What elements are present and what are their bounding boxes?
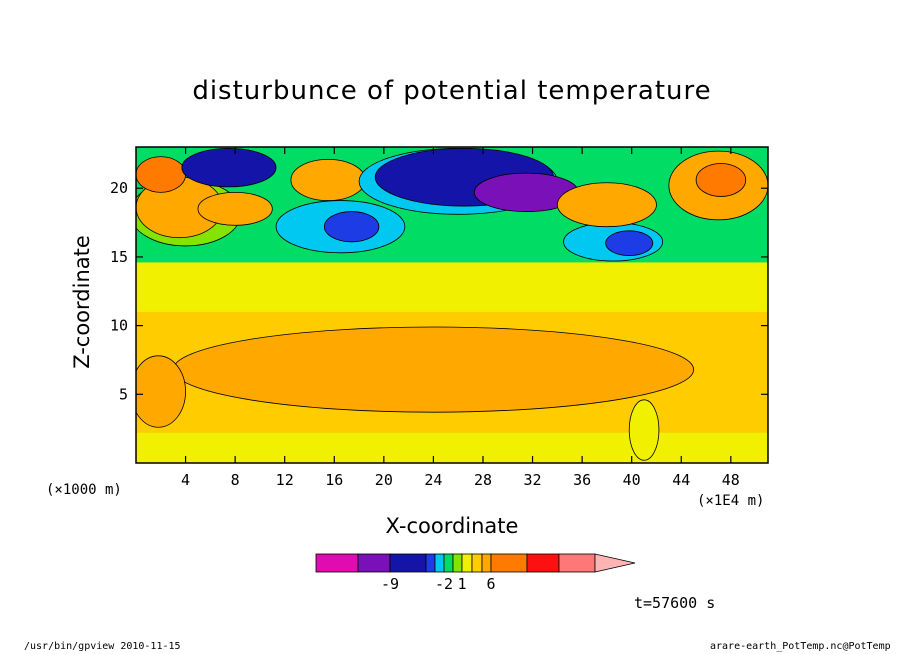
x-tick-label: 40 [623,471,641,489]
colorbar-label: -2 [435,575,453,593]
colorbar-label: -9 [381,575,399,593]
x-tick-label: 28 [474,471,492,489]
region-lower-yellow [136,432,768,463]
footer-left: /usr/bin/gpview 2010-11-15 [24,641,181,652]
region-mid-orange [172,326,695,413]
colorbar-swatch [425,553,436,573]
colorbar-swatch [471,553,483,573]
y-axis-label: Z-coordinate [70,235,94,369]
colorbar-swatch [357,553,391,573]
x-tick-label: 36 [573,471,591,489]
x-tick-label: 32 [524,471,542,489]
colorbar-swatch [461,553,473,573]
region-orange-east [556,182,657,228]
x-axis: 4 8 12 16 20 24 28 32 36 40 44 48 [181,147,740,489]
x-tick-label: 4 [181,471,190,489]
region-yellow-east-plume [628,399,660,461]
colorbar-swatch [481,553,492,573]
x-tick-label: 8 [231,471,240,489]
y-axis: 5 10 15 20 [110,179,768,403]
contour-regions [136,147,768,463]
colorbar-arrow [594,553,636,573]
footer-right: arare-earth_PotTemp.nc@PotTemp [710,641,891,652]
x-tick-label: 48 [722,471,740,489]
colorbar-swatch [490,553,528,573]
region-red-west [136,156,186,193]
x-tick-label: 24 [424,471,442,489]
colorbar-swatch [389,553,427,573]
colorbar-swatch [434,553,445,573]
colorbar-label: 6 [486,575,495,593]
region-blue-east [605,230,654,256]
chart-title: disturbunce of potential temperature [192,76,712,106]
colorbar-swatch [443,553,454,573]
time-label: t=57600 s [634,594,716,612]
y-tick-label: 20 [110,179,128,197]
y-tick-label: 5 [119,385,128,403]
y-tick-label: 10 [110,317,128,335]
region-blue-low [323,211,380,243]
x-unit-left: (×1000 m) [46,482,122,498]
region-red-far-east [695,163,747,197]
region-orange-mid-west [197,191,273,226]
x-tick-label: 20 [375,471,393,489]
x-unit-right: (×1E4 m) [697,493,765,509]
colorbar: -9 -2 1 6 [315,553,636,593]
region-left-orange [136,355,186,428]
region-navy-northwest [181,147,277,188]
colorbar-label: 1 [457,575,466,593]
x-tick-label: 12 [276,471,294,489]
colorbar-swatch [558,553,596,573]
x-tick-label: 44 [672,471,690,489]
colorbar-swatch [526,553,560,573]
plot-frame [135,146,769,464]
colorbar-swatch [452,553,463,573]
region-orange-upper-mid [290,158,366,201]
y-tick-label: 15 [110,248,128,266]
x-axis-label: X-coordinate [385,514,519,538]
colorbar-swatch [315,553,359,573]
x-tick-label: 16 [325,471,343,489]
